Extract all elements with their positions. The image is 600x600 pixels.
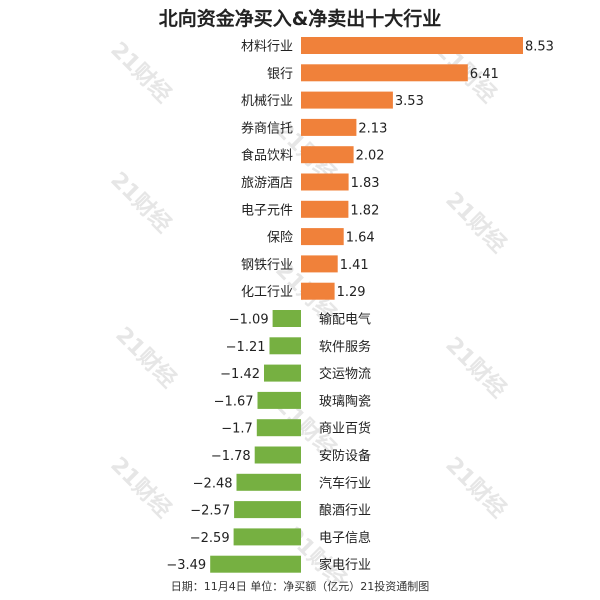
- category-label: 酿酒行业: [319, 503, 371, 519]
- value-label: 1.29: [337, 285, 366, 300]
- category-label: 钢铁行业: [241, 258, 293, 273]
- bar-家电行业: [210, 555, 301, 573]
- chart-title: 北向资金净买入&净卖出十大行业: [158, 8, 442, 30]
- value-label: −1.42: [220, 367, 260, 382]
- bar-电子信息: [233, 528, 301, 546]
- bar-交运物流: [264, 364, 301, 382]
- bar-酿酒行业: [234, 501, 301, 519]
- category-label: 机械行业: [241, 94, 293, 109]
- footer-note: 日期：11月4日 单位：净买额（亿元）21投资通制图: [170, 580, 430, 593]
- value-label: −1.21: [226, 340, 266, 355]
- value-label: 1.83: [351, 176, 380, 191]
- value-label: 8.53: [525, 40, 554, 55]
- value-label: −1.7: [221, 422, 253, 437]
- category-label: 旅游酒店: [241, 176, 293, 191]
- category-label: 保险: [267, 231, 293, 246]
- category-label: 汽车行业: [319, 475, 371, 491]
- bar-保险: [301, 228, 344, 246]
- value-label: −2.59: [190, 531, 230, 546]
- value-label: 1.64: [346, 231, 375, 246]
- category-label: 交运物流: [319, 366, 371, 382]
- bar-商业百货: [256, 419, 301, 437]
- bar-安防设备: [254, 446, 301, 464]
- bar-汽车行业: [236, 473, 301, 491]
- value-label: −2.57: [190, 504, 230, 519]
- bar-输配电气: [272, 310, 301, 327]
- category-label: 材料行业: [241, 40, 293, 55]
- category-label: 家电行业: [319, 557, 371, 573]
- bar-券商信托: [301, 118, 357, 136]
- bar-化工行业: [301, 282, 335, 300]
- value-label: 6.41: [470, 67, 499, 82]
- value-label: −2.48: [193, 476, 233, 491]
- bar-银行: [301, 64, 468, 82]
- category-label: 银行: [267, 67, 293, 82]
- category-label: 电子元件: [241, 203, 293, 218]
- bar-食品饮料: [301, 146, 354, 164]
- bar-机械行业: [301, 91, 393, 109]
- bar-玻璃陶瓷: [257, 391, 301, 409]
- category-label: 商业百货: [319, 421, 371, 437]
- category-label: 安防设备: [319, 448, 371, 464]
- value-label: 2.13: [358, 121, 387, 136]
- category-label: 化工行业: [241, 285, 293, 300]
- category-label: 输配电气: [319, 312, 371, 328]
- category-label: 电子信息: [319, 530, 371, 546]
- value-label: 1.82: [350, 203, 379, 218]
- category-label: 软件服务: [319, 339, 371, 355]
- bar-材料行业: [301, 37, 523, 54]
- bar-旅游酒店: [301, 173, 349, 191]
- value-label: −1.78: [211, 449, 251, 464]
- value-label: 1.41: [340, 258, 369, 273]
- value-label: −1.67: [214, 394, 254, 409]
- bar-电子元件: [301, 200, 349, 218]
- category-label: 食品饮料: [241, 148, 293, 164]
- value-label: 2.02: [356, 149, 385, 164]
- bar-钢铁行业: [301, 255, 338, 273]
- value-label: −1.09: [229, 313, 269, 328]
- bar-软件服务: [269, 337, 301, 355]
- category-label: 玻璃陶瓷: [319, 393, 371, 409]
- category-label: 券商信托: [241, 120, 293, 136]
- value-label: 3.53: [395, 94, 424, 109]
- value-label: −3.49: [166, 558, 206, 573]
